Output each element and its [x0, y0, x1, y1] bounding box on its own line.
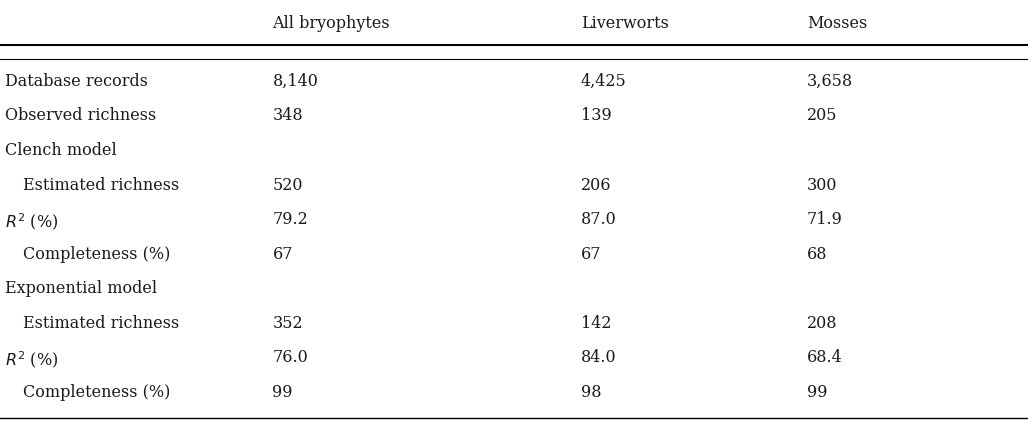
- Text: Mosses: Mosses: [807, 15, 868, 32]
- Text: Exponential model: Exponential model: [5, 280, 157, 297]
- Text: Clench model: Clench model: [5, 142, 117, 159]
- Text: 71.9: 71.9: [807, 211, 843, 228]
- Text: 98: 98: [581, 384, 601, 401]
- Text: 76.0: 76.0: [272, 349, 308, 366]
- Text: Estimated richness: Estimated richness: [23, 177, 179, 193]
- Text: Database records: Database records: [5, 73, 148, 90]
- Text: 205: 205: [807, 108, 838, 124]
- Text: 67: 67: [581, 245, 601, 263]
- Text: 8,140: 8,140: [272, 73, 319, 90]
- Text: Liverworts: Liverworts: [581, 15, 668, 32]
- Text: All bryophytes: All bryophytes: [272, 15, 390, 32]
- Text: 99: 99: [272, 384, 293, 401]
- Text: Completeness (%): Completeness (%): [23, 384, 170, 401]
- Text: 84.0: 84.0: [581, 349, 617, 366]
- Text: Completeness (%): Completeness (%): [23, 245, 170, 263]
- Text: 139: 139: [581, 108, 612, 124]
- Text: 4,425: 4,425: [581, 73, 627, 90]
- Text: 348: 348: [272, 108, 303, 124]
- Text: 99: 99: [807, 384, 828, 401]
- Text: 520: 520: [272, 177, 303, 193]
- Text: 68.4: 68.4: [807, 349, 843, 366]
- Text: 352: 352: [272, 314, 303, 332]
- Text: $\mathit{R}^2$ (%): $\mathit{R}^2$ (%): [5, 349, 59, 370]
- Text: 79.2: 79.2: [272, 211, 308, 228]
- Text: $\mathit{R}^2$ (%): $\mathit{R}^2$ (%): [5, 211, 59, 232]
- Text: 87.0: 87.0: [581, 211, 617, 228]
- Text: 206: 206: [581, 177, 612, 193]
- Text: Observed richness: Observed richness: [5, 108, 156, 124]
- Text: Estimated richness: Estimated richness: [23, 314, 179, 332]
- Text: 208: 208: [807, 314, 838, 332]
- Text: 67: 67: [272, 245, 293, 263]
- Text: 68: 68: [807, 245, 828, 263]
- Text: 142: 142: [581, 314, 612, 332]
- Text: 300: 300: [807, 177, 838, 193]
- Text: 3,658: 3,658: [807, 73, 853, 90]
